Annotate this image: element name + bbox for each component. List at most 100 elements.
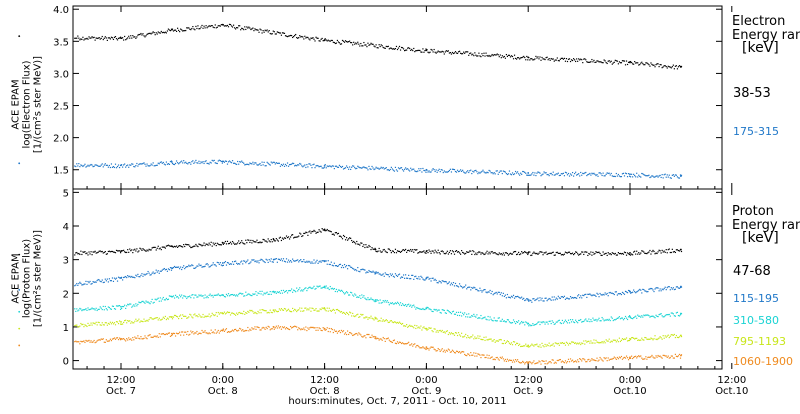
data-sample bbox=[372, 43, 374, 45]
data-sample bbox=[418, 276, 420, 278]
data-sample bbox=[387, 45, 389, 47]
data-sample bbox=[77, 35, 79, 37]
data-sample bbox=[289, 34, 292, 37]
data-sample bbox=[358, 243, 360, 245]
data-sample bbox=[213, 244, 215, 246]
data-sample bbox=[645, 62, 647, 64]
data-sample bbox=[415, 308, 417, 310]
data-sample bbox=[123, 321, 125, 324]
data-sample bbox=[379, 167, 381, 170]
data-sample bbox=[549, 59, 551, 61]
data-sample bbox=[185, 331, 187, 333]
data-sample bbox=[322, 327, 324, 329]
data-sample bbox=[418, 251, 420, 254]
data-sample bbox=[667, 355, 669, 357]
data-sample bbox=[156, 33, 158, 35]
data-sample bbox=[421, 276, 423, 279]
data-sample bbox=[656, 315, 658, 318]
data-sample bbox=[186, 244, 188, 246]
data-sample bbox=[562, 254, 565, 256]
data-sample bbox=[442, 171, 444, 174]
data-sample bbox=[247, 326, 249, 329]
data-sample bbox=[77, 253, 79, 255]
data-sample bbox=[579, 358, 581, 360]
data-sample bbox=[427, 306, 429, 309]
data-sample bbox=[400, 304, 403, 307]
data-sample bbox=[585, 251, 587, 253]
data-sample bbox=[619, 176, 622, 178]
data-sample bbox=[346, 41, 349, 43]
data-sample bbox=[649, 65, 651, 67]
data-sample bbox=[399, 322, 402, 324]
data-sample bbox=[365, 272, 367, 274]
data-sample bbox=[305, 261, 307, 263]
data-sample bbox=[618, 316, 621, 318]
x-tick-date-label: Oct. 7 bbox=[106, 386, 136, 397]
data-sample bbox=[549, 360, 551, 363]
data-sample bbox=[222, 243, 224, 245]
data-sample bbox=[562, 296, 565, 299]
data-sample bbox=[152, 302, 154, 304]
data-sample bbox=[564, 344, 567, 346]
data-sample bbox=[123, 249, 125, 251]
data-sample bbox=[537, 362, 539, 364]
data-sample bbox=[170, 160, 173, 162]
data-sample bbox=[203, 162, 205, 165]
data-sample bbox=[468, 353, 470, 355]
data-sample bbox=[237, 295, 239, 297]
data-sample bbox=[230, 330, 233, 332]
data-sample bbox=[229, 331, 232, 333]
data-sample bbox=[606, 340, 608, 342]
data-sample bbox=[189, 28, 191, 30]
data-sample bbox=[217, 25, 219, 27]
data-sample bbox=[212, 314, 214, 316]
data-sample bbox=[484, 316, 486, 318]
data-sample bbox=[388, 321, 390, 323]
data-sample bbox=[462, 287, 464, 289]
data-sample bbox=[670, 177, 672, 179]
data-sample bbox=[149, 274, 151, 276]
data-sample bbox=[604, 175, 606, 177]
data-sample bbox=[404, 304, 406, 307]
data-sample bbox=[441, 348, 443, 350]
data-sample bbox=[112, 323, 115, 325]
data-sample bbox=[176, 296, 179, 298]
data-sample bbox=[637, 314, 639, 316]
data-sample bbox=[304, 232, 306, 235]
data-sample bbox=[614, 59, 616, 61]
data-sample bbox=[521, 362, 523, 364]
data-sample bbox=[628, 290, 631, 292]
data-sample bbox=[176, 246, 179, 248]
data-sample bbox=[214, 24, 216, 26]
data-sample bbox=[82, 251, 84, 253]
data-sample bbox=[311, 326, 313, 329]
data-sample bbox=[325, 310, 327, 312]
data-sample bbox=[288, 35, 291, 37]
data-sample bbox=[364, 167, 366, 169]
data-sample bbox=[216, 162, 218, 165]
data-sample bbox=[583, 358, 585, 360]
data-sample bbox=[350, 291, 352, 293]
data-sample bbox=[320, 231, 322, 233]
data-sample bbox=[582, 320, 584, 323]
data-sample bbox=[469, 52, 471, 55]
data-sample bbox=[215, 162, 217, 164]
data-sample bbox=[566, 252, 569, 254]
data-sample bbox=[232, 330, 235, 332]
data-sample bbox=[337, 166, 340, 168]
data-sample bbox=[361, 268, 363, 271]
data-sample bbox=[150, 163, 152, 165]
data-sample bbox=[397, 47, 400, 49]
data-sample bbox=[169, 316, 172, 318]
data-sample bbox=[536, 323, 538, 325]
data-sample bbox=[86, 283, 88, 285]
data-sample bbox=[306, 260, 308, 262]
data-sample bbox=[597, 175, 599, 177]
data-sample bbox=[369, 245, 371, 248]
data-sample bbox=[231, 160, 234, 162]
data-sample bbox=[565, 297, 568, 299]
data-sample bbox=[112, 280, 115, 282]
data-sample bbox=[640, 316, 642, 318]
data-sample bbox=[160, 249, 162, 251]
x-tick-date-label: Oct. 8 bbox=[208, 386, 238, 397]
